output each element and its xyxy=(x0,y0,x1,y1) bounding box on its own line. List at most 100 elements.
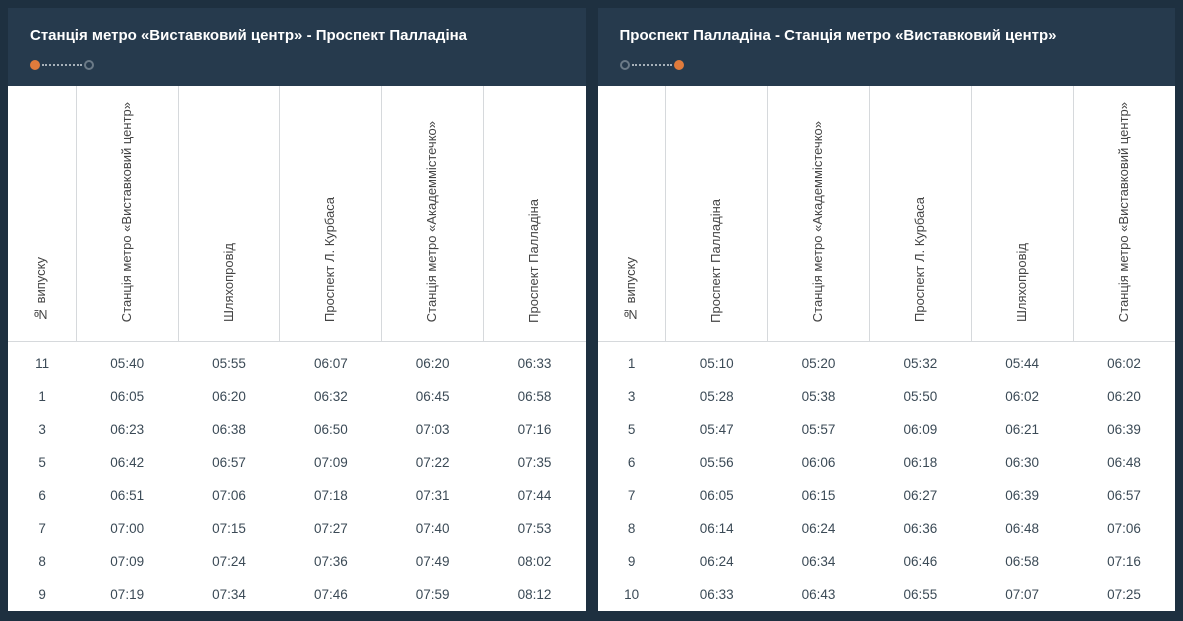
route-dot-start-icon xyxy=(30,60,40,70)
table-cell: 07:49 xyxy=(382,545,484,578)
table-row: 106:0506:2006:3206:4506:58 xyxy=(8,380,586,413)
table-cell: 07:31 xyxy=(382,479,484,512)
table-cell: 7 xyxy=(8,512,76,545)
table-row: 606:5107:0607:1807:3107:44 xyxy=(8,479,586,512)
table-row: 806:1406:2406:3606:4807:06 xyxy=(598,512,1176,545)
table-cell: 05:28 xyxy=(666,380,768,413)
table-cell: 07:25 xyxy=(1073,578,1175,611)
table-cell: 07:44 xyxy=(484,479,586,512)
table-cell: 06:38 xyxy=(178,413,280,446)
table-cell: 06:43 xyxy=(768,578,870,611)
col-header: Станція метро «Академмістечко» xyxy=(382,86,484,342)
table-cell: 06:05 xyxy=(76,380,178,413)
route-indicator xyxy=(620,60,1154,70)
table-cell: 07:06 xyxy=(178,479,280,512)
table-cell: 07:27 xyxy=(280,512,382,545)
table-cell: 07:34 xyxy=(178,578,280,611)
table-cell: 06:24 xyxy=(666,545,768,578)
table-cell: 07:16 xyxy=(484,413,586,446)
table-row: 305:2805:3805:5006:0206:20 xyxy=(598,380,1176,413)
table-cell: 06:58 xyxy=(971,545,1073,578)
table-cell: 06:51 xyxy=(76,479,178,512)
table-cell: 07:06 xyxy=(1073,512,1175,545)
table-cell: 06:55 xyxy=(869,578,971,611)
route-dot-end-icon xyxy=(84,60,94,70)
table-cell: 10 xyxy=(598,578,666,611)
table-cell: 06:23 xyxy=(76,413,178,446)
table-cell: 06:14 xyxy=(666,512,768,545)
table-cell: 06:20 xyxy=(178,380,280,413)
table-row: 506:4206:5707:0907:2207:35 xyxy=(8,446,586,479)
table-cell: 8 xyxy=(598,512,666,545)
table-cell: 5 xyxy=(598,413,666,446)
table-row: 807:0907:2407:3607:4908:02 xyxy=(8,545,586,578)
table-cell: 06:58 xyxy=(484,380,586,413)
table-cell: 1 xyxy=(8,380,76,413)
table-cell: 07:15 xyxy=(178,512,280,545)
table-cell: 6 xyxy=(598,446,666,479)
table-cell: 06:39 xyxy=(971,479,1073,512)
table-row: 1006:3306:4306:5507:0707:25 xyxy=(598,578,1176,611)
panel-title: Проспект Палладіна - Станція метро «Вист… xyxy=(620,26,1154,46)
table-cell: 7 xyxy=(598,479,666,512)
route-line-icon xyxy=(632,64,672,66)
table-cell: 06:46 xyxy=(869,545,971,578)
table-cell: 06:24 xyxy=(768,512,870,545)
panel-header: Проспект Палладіна - Станція метро «Вист… xyxy=(598,8,1176,86)
table-cell: 11 xyxy=(8,342,76,381)
table-row: 1105:4005:5506:0706:2006:33 xyxy=(8,342,586,381)
col-header: Станція метро «Виставковий центр» xyxy=(1073,86,1175,342)
table-cell: 07:09 xyxy=(280,446,382,479)
table-cell: 05:47 xyxy=(666,413,768,446)
panel-inbound: Проспект Палладіна - Станція метро «Вист… xyxy=(598,8,1176,611)
table-cell: 06:30 xyxy=(971,446,1073,479)
schedule-table: № випуску Станція метро «Виставковий цен… xyxy=(8,86,586,611)
table-cell: 07:09 xyxy=(76,545,178,578)
table-cell: 06:34 xyxy=(768,545,870,578)
table-cell: 06:27 xyxy=(869,479,971,512)
table-row: 105:1005:2005:3205:4406:02 xyxy=(598,342,1176,381)
col-header: Проспект Палладіна xyxy=(666,86,768,342)
table-cell: 06:32 xyxy=(280,380,382,413)
table-cell: 07:18 xyxy=(280,479,382,512)
table-cell: 06:50 xyxy=(280,413,382,446)
table-cell: 05:32 xyxy=(869,342,971,381)
col-header: № випуску xyxy=(598,86,666,342)
table-row: 907:1907:3407:4607:5908:12 xyxy=(8,578,586,611)
table-cell: 06:57 xyxy=(178,446,280,479)
table-cell: 06:45 xyxy=(382,380,484,413)
table-cell: 06:02 xyxy=(1073,342,1175,381)
table-cell: 06:21 xyxy=(971,413,1073,446)
table-cell: 07:53 xyxy=(484,512,586,545)
table-row: 605:5606:0606:1806:3006:48 xyxy=(598,446,1176,479)
panel-outbound: Станція метро «Виставковий центр» - Прос… xyxy=(8,8,586,611)
table-cell: 07:07 xyxy=(971,578,1073,611)
col-header: Шляхопровід xyxy=(178,86,280,342)
table-cell: 07:03 xyxy=(382,413,484,446)
table-cell: 05:55 xyxy=(178,342,280,381)
route-dot-start-icon xyxy=(620,60,630,70)
table-cell: 06:42 xyxy=(76,446,178,479)
route-dot-end-icon xyxy=(674,60,684,70)
table-cell: 06:20 xyxy=(1073,380,1175,413)
table-cell: 05:10 xyxy=(666,342,768,381)
table-cell: 06:20 xyxy=(382,342,484,381)
table-row: 906:2406:3406:4606:5807:16 xyxy=(598,545,1176,578)
table-cell: 07:19 xyxy=(76,578,178,611)
table-cell: 06:09 xyxy=(869,413,971,446)
table-cell: 07:35 xyxy=(484,446,586,479)
table-cell: 06:06 xyxy=(768,446,870,479)
route-indicator xyxy=(30,60,564,70)
panel-title: Станція метро «Виставковий центр» - Прос… xyxy=(30,26,564,46)
table-cell: 06:33 xyxy=(666,578,768,611)
table-cell: 05:56 xyxy=(666,446,768,479)
table-row: 707:0007:1507:2707:4007:53 xyxy=(8,512,586,545)
table-cell: 07:46 xyxy=(280,578,382,611)
col-header: Проспект Л. Курбаса xyxy=(869,86,971,342)
table-cell: 05:38 xyxy=(768,380,870,413)
table-cell: 06:33 xyxy=(484,342,586,381)
table-cell: 05:44 xyxy=(971,342,1073,381)
table-cell: 05:20 xyxy=(768,342,870,381)
table-cell: 05:57 xyxy=(768,413,870,446)
table-cell: 06:48 xyxy=(1073,446,1175,479)
